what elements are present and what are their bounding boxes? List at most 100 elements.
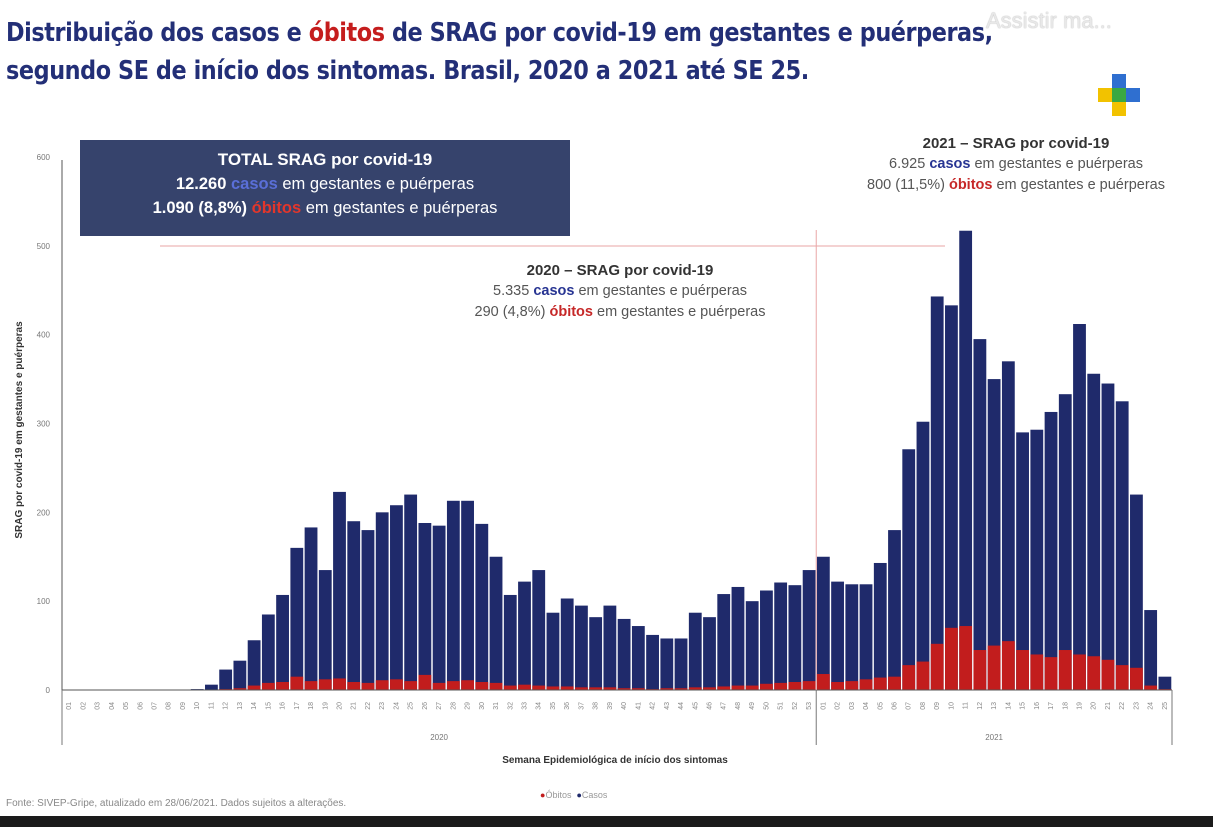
- ministry-logo-icon: [1098, 74, 1140, 116]
- bar-casos: [959, 230, 973, 690]
- annotation-2020-deaths-number: 290 (4,8%): [474, 304, 550, 320]
- annotation-2021: 2021 – SRAG por covid-19 6.925 casos em …: [826, 133, 1206, 196]
- x-tick-label: 22: [365, 702, 372, 710]
- y-tick-label: 200: [37, 508, 51, 517]
- bar-casos: [503, 594, 517, 690]
- x-tick-label: 48: [735, 702, 742, 710]
- bar-casos: [518, 581, 531, 690]
- bar-casos: [1016, 432, 1029, 690]
- x-tick-label: 02: [835, 702, 842, 710]
- x-tick-label: 24: [1148, 702, 1155, 710]
- x-tick-label: 18: [308, 702, 315, 710]
- x-tick-label: 06: [892, 702, 899, 710]
- x-tick-label: 15: [265, 702, 272, 710]
- bar-casos: [688, 612, 702, 690]
- bar-obitos: [717, 686, 731, 690]
- x-tick-label: 26: [422, 702, 429, 710]
- x-tick-label: 05: [123, 702, 130, 710]
- total-cases-rest: em gestantes e puérperas: [277, 175, 475, 193]
- x-tick-label: 10: [194, 702, 201, 710]
- bar-casos: [816, 556, 830, 690]
- x-tick-label: 12: [977, 702, 984, 710]
- bar-obitos: [774, 682, 788, 690]
- title-line-2: segundo SE de início dos sintomas. Brasi…: [6, 56, 809, 86]
- x-tick-label: 28: [450, 702, 457, 710]
- y-tick-label: 300: [37, 420, 51, 429]
- x-tick-label: 24: [393, 702, 400, 710]
- x-tick-label: 34: [536, 702, 543, 710]
- bar-casos: [575, 605, 588, 690]
- x-tick-label: 09: [934, 702, 941, 710]
- x-tick-label: 30: [479, 702, 486, 710]
- bar-obitos: [1001, 641, 1015, 690]
- x-group-label: 2020: [430, 733, 448, 742]
- annotation-2020-deaths-word: óbitos: [549, 304, 593, 320]
- annotation-2020: 2020 – SRAG por covid-19 5.335 casos em …: [440, 260, 800, 323]
- x-tick-label: 17: [294, 702, 301, 710]
- annotation-2020-cases: 5.335 casos em gestantes e puérperas: [440, 281, 800, 302]
- bar-casos: [631, 626, 645, 690]
- bar-casos: [375, 512, 389, 690]
- bar-casos: [219, 669, 233, 690]
- chart-tick-labels: 0 100 200 300 400 500 600 01 02 03 04 05 06 07 08 09 10 1…: [37, 153, 1169, 742]
- annotation-2020-deaths-rest: em gestantes e puérperas: [592, 304, 766, 320]
- x-tick-label: 19: [1077, 702, 1084, 710]
- bar-obitos: [873, 677, 887, 690]
- x-tick-label: 20: [1091, 702, 1098, 710]
- y-tick-label: 400: [37, 331, 51, 340]
- bar-obitos: [888, 676, 901, 690]
- bar-casos: [390, 505, 403, 690]
- bar-casos: [1144, 610, 1158, 690]
- x-tick-label: 14: [251, 702, 258, 710]
- annotation-2021-title: 2021 – SRAG por covid-19: [922, 135, 1110, 152]
- x-tick-label: 39: [607, 702, 614, 710]
- bar-casos: [845, 584, 859, 690]
- bar-obitos: [247, 685, 261, 690]
- video-overlay-text[interactable]: Assistir ma...: [986, 8, 1112, 33]
- bar-casos: [945, 305, 958, 690]
- bar-obitos: [461, 680, 474, 690]
- bar-obitos: [930, 643, 944, 690]
- bar-casos: [233, 660, 247, 690]
- bar-obitos: [390, 679, 403, 690]
- bar-casos: [475, 523, 489, 690]
- bar-obitos: [816, 674, 830, 690]
- x-tick-label: 21: [351, 702, 358, 710]
- video-bottom-bar: [0, 816, 1213, 827]
- x-tick-label: 06: [137, 702, 144, 710]
- x-axis-label: Semana Epidemiológica de início dos sint…: [502, 755, 728, 766]
- bar-obitos: [845, 681, 859, 690]
- annotation-2021-deaths-number: 800 (11,5%): [867, 177, 949, 193]
- annotation-2020-deaths: 290 (4,8%) óbitos em gestantes e puérper…: [440, 302, 800, 323]
- x-tick-label: 08: [920, 702, 927, 710]
- bar-obitos: [1087, 656, 1101, 690]
- x-tick-label: 38: [593, 702, 600, 710]
- legend-casos-marker: ●: [576, 790, 582, 800]
- bar-casos: [432, 525, 446, 690]
- bar-casos: [1058, 394, 1072, 690]
- bar-obitos: [1130, 667, 1143, 690]
- bar-obitos: [788, 682, 802, 690]
- bar-obitos: [1016, 650, 1029, 690]
- bar-casos: [589, 617, 603, 690]
- bar-casos: [717, 594, 731, 690]
- bar-obitos: [304, 681, 318, 690]
- annotation-2021-deaths: 800 (11,5%) óbitos em gestantes e puérpe…: [826, 175, 1206, 196]
- x-tick-label: 04: [863, 702, 870, 710]
- x-tick-label: 02: [80, 702, 87, 710]
- bar-obitos: [1144, 685, 1158, 690]
- total-deaths-number: 1.090 (8,8%): [152, 199, 248, 217]
- bar-obitos: [589, 687, 603, 690]
- annotation-2020-cases-number: 5.335: [493, 283, 534, 299]
- legend-obitos-label: Óbitos: [545, 790, 572, 800]
- bar-obitos: [859, 679, 873, 690]
- x-tick-label: 44: [678, 702, 685, 710]
- bar-obitos: [688, 687, 702, 690]
- annotation-2021-deaths-rest: em gestantes e puérperas: [992, 177, 1165, 193]
- bar-casos: [361, 530, 375, 690]
- x-group-label: 2021: [985, 733, 1003, 742]
- bar-casos: [660, 638, 674, 690]
- x-tick-label: 40: [621, 702, 628, 710]
- x-tick-label: 50: [763, 702, 770, 710]
- bar-obitos: [916, 661, 930, 690]
